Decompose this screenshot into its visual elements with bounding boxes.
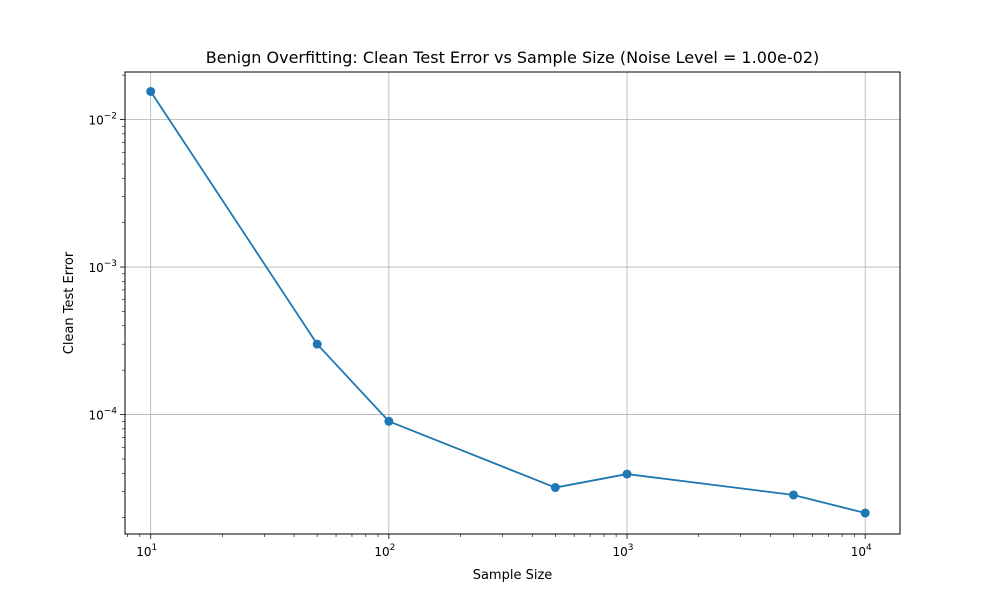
data-point <box>860 508 870 518</box>
y-tick-label: 10−3 <box>88 259 117 275</box>
x-tick-label: 102 <box>374 543 395 559</box>
y-axis-label: Clean Test Error <box>62 251 77 354</box>
y-tick-label: 10−2 <box>88 112 117 128</box>
tick-labels: 101 102 103 104 10−4 10−3 10−2 <box>88 112 872 559</box>
data-point <box>384 416 394 426</box>
chart-title: Benign Overfitting: Clean Test Error vs … <box>206 48 820 67</box>
data-point <box>622 469 632 479</box>
data-point <box>312 339 322 349</box>
data-point <box>789 490 799 500</box>
y-tick-label: 10−4 <box>88 407 117 423</box>
x-tick-label: 101 <box>136 543 157 559</box>
x-tick-label: 103 <box>613 543 634 559</box>
plot-frame <box>124 71 901 535</box>
series-layer <box>146 86 870 518</box>
x-axis-label: Sample Size <box>473 568 553 583</box>
x-tick-label: 104 <box>851 543 872 559</box>
grid-lines <box>125 72 900 534</box>
major-ticks <box>120 119 866 539</box>
data-point <box>146 86 156 96</box>
data-point <box>550 483 560 493</box>
